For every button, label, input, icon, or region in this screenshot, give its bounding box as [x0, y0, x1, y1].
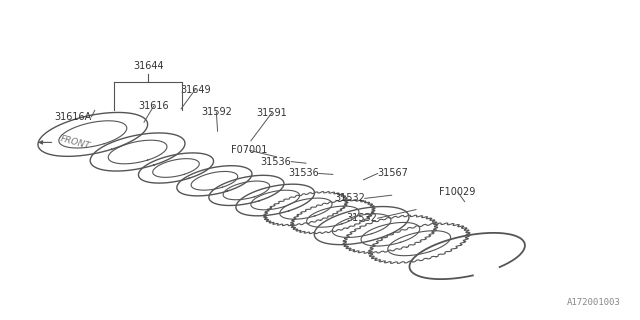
- Text: 31592: 31592: [201, 107, 232, 117]
- Text: 31616: 31616: [138, 101, 169, 111]
- Polygon shape: [264, 192, 348, 226]
- Polygon shape: [291, 200, 375, 234]
- Polygon shape: [369, 223, 470, 263]
- Polygon shape: [236, 184, 314, 216]
- Text: 31536: 31536: [288, 168, 319, 179]
- Text: F10029: F10029: [440, 187, 476, 197]
- Polygon shape: [314, 206, 409, 245]
- Text: 31532: 31532: [347, 213, 378, 223]
- Text: 31616A: 31616A: [54, 112, 92, 122]
- Polygon shape: [343, 215, 438, 253]
- Text: 31649: 31649: [180, 84, 211, 95]
- Text: 31536: 31536: [260, 156, 291, 167]
- Text: FRONT: FRONT: [59, 134, 91, 151]
- Polygon shape: [138, 153, 214, 183]
- Text: F07001: F07001: [232, 145, 268, 156]
- Text: 31591: 31591: [257, 108, 287, 118]
- Polygon shape: [177, 166, 252, 196]
- Polygon shape: [90, 133, 185, 171]
- Text: 31567: 31567: [378, 168, 408, 179]
- Polygon shape: [38, 112, 148, 156]
- Polygon shape: [209, 175, 284, 205]
- Text: 31532: 31532: [334, 193, 365, 204]
- Text: 31644: 31644: [133, 61, 163, 71]
- Text: A172001003: A172001003: [567, 298, 621, 307]
